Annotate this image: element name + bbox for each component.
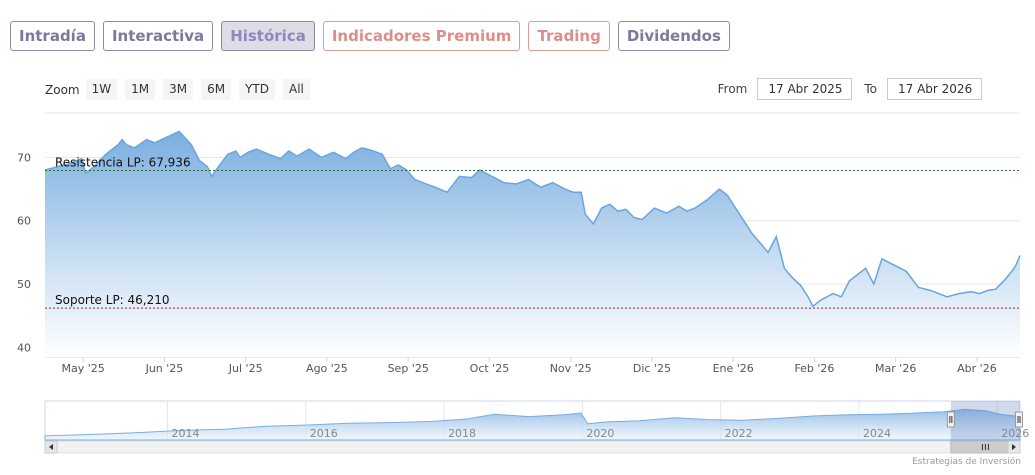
zoom-ytd-button[interactable]: YTD <box>239 79 275 100</box>
navigator-year-label: 2026 <box>1001 427 1029 440</box>
navigator-year-label: 2016 <box>310 427 338 440</box>
x-tick-label: Mar '26 <box>875 362 916 375</box>
y-tick-label: 40 <box>17 341 31 354</box>
zoom-controls: Zoom 1W 1M 3M 6M YTD All <box>45 79 318 100</box>
navigator-year-label: 2022 <box>725 427 753 440</box>
navigator-area <box>44 408 1021 441</box>
zoom-label: Zoom <box>45 82 80 97</box>
navigator-year-label: 2018 <box>448 427 476 440</box>
x-tick-label: Nov '25 <box>550 362 592 375</box>
zoom-all-button[interactable]: All <box>283 79 310 100</box>
tab-bar: Intradía Interactiva Histórica Indicadores … <box>10 21 738 51</box>
navigator[interactable]: 2014 2016 2018 2020 2022 2024 2026 <box>44 400 1029 454</box>
x-tick-label: Ene '26 <box>713 362 754 375</box>
y-tick-label: 60 <box>17 215 31 228</box>
navigator-year-label: 2020 <box>586 427 614 440</box>
x-tick-label: Dic '25 <box>633 362 671 375</box>
x-tick-label: Sep '25 <box>388 362 429 375</box>
tab-indicadores-premium[interactable]: Indicadores Premium <box>322 21 521 51</box>
tab-trading[interactable]: Trading <box>528 21 610 51</box>
zoom-6m-button[interactable]: 6M <box>201 79 232 100</box>
support-label: Soporte LP: 46,210 <box>55 293 170 307</box>
x-tick-label: Abr '26 <box>957 362 997 375</box>
tab-histórica[interactable]: Histórica <box>221 21 315 51</box>
x-axis: May '25 Jun '25 Jul '25 Ago '25 Sep '25 Oct '… <box>62 357 997 375</box>
tab-dividendos[interactable]: Dividendos <box>617 21 730 51</box>
zoom-1m-button[interactable]: 1M <box>125 79 156 100</box>
y-axis: 40 50 60 70 <box>17 151 31 354</box>
x-tick-label: Feb '26 <box>794 362 834 375</box>
from-date-input[interactable]: 17 Abr 2025 <box>757 78 853 100</box>
price-area <box>44 130 1021 357</box>
price-line <box>44 130 1021 308</box>
date-range-selector: From 17 Abr 2025 To 17 Abr 2026 <box>718 78 982 100</box>
x-tick-label: Jun '25 <box>145 362 184 375</box>
x-tick-label: Oct '25 <box>470 362 510 375</box>
from-label: From <box>717 82 748 96</box>
navigator-right-handle[interactable] <box>1015 411 1023 428</box>
navigator-left-handle[interactable] <box>946 411 955 428</box>
scrollbar-track[interactable] <box>44 440 1021 454</box>
to-date-input[interactable]: 17 Abr 2026 <box>887 78 982 100</box>
navigator-year-label: 2014 <box>171 427 199 440</box>
arrow-right-icon <box>1012 444 1016 450</box>
y-tick-label: 50 <box>17 278 31 291</box>
navigator-year-label: 2024 <box>863 427 891 440</box>
tab-intradía[interactable]: Intradía <box>10 21 95 51</box>
resistance-label: Resistencia LP: 67,936 <box>55 155 191 169</box>
price-area-fill <box>45 131 1020 357</box>
to-label: To <box>864 82 877 96</box>
tab-interactiva[interactable]: Interactiva <box>102 21 214 51</box>
level-lines: Resistencia LP: 67,936 Soporte LP: 46,210 <box>45 155 1020 309</box>
navigator-selection[interactable] <box>950 401 1020 440</box>
x-tick-label: Ago '25 <box>306 362 348 375</box>
x-tick-label: May '25 <box>62 362 105 375</box>
zoom-1w-button[interactable]: 1W <box>85 79 118 100</box>
zoom-3m-button[interactable]: 3M <box>163 79 194 100</box>
credits: Estrategias de Inversión <box>912 457 1021 467</box>
x-tick-label: Jul '25 <box>228 362 263 375</box>
arrow-left-icon <box>49 444 53 450</box>
y-tick-label: 70 <box>17 151 31 164</box>
